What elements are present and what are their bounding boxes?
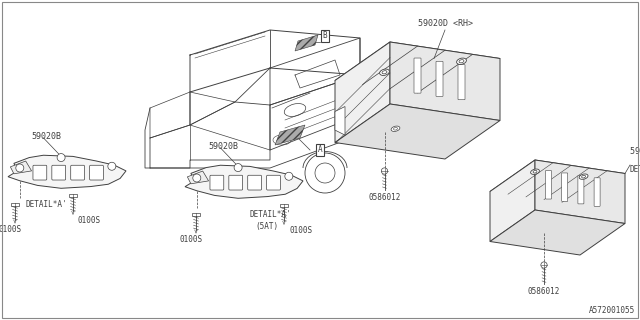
Text: 59020B: 59020B (31, 132, 61, 140)
Ellipse shape (533, 170, 537, 173)
FancyBboxPatch shape (267, 175, 280, 190)
Ellipse shape (391, 126, 400, 132)
FancyBboxPatch shape (436, 61, 443, 96)
FancyBboxPatch shape (248, 175, 262, 190)
Polygon shape (335, 42, 390, 142)
Polygon shape (295, 35, 318, 51)
Polygon shape (390, 42, 500, 121)
FancyBboxPatch shape (90, 165, 104, 180)
Bar (280, 204, 288, 207)
Ellipse shape (531, 169, 540, 174)
Circle shape (16, 164, 24, 172)
Text: 0100S: 0100S (179, 235, 203, 244)
Polygon shape (490, 160, 535, 242)
FancyBboxPatch shape (229, 175, 243, 190)
Polygon shape (185, 165, 303, 198)
Text: 0586012: 0586012 (528, 287, 560, 296)
Polygon shape (188, 171, 209, 184)
Text: DETAIL*A': DETAIL*A' (250, 210, 292, 219)
Ellipse shape (284, 104, 306, 116)
Polygon shape (10, 161, 31, 174)
Circle shape (234, 164, 242, 172)
FancyBboxPatch shape (545, 171, 552, 199)
Ellipse shape (382, 71, 387, 74)
Text: DETAIL*B': DETAIL*B' (630, 165, 640, 174)
Text: 0586012: 0586012 (368, 193, 401, 202)
Circle shape (285, 172, 293, 180)
Bar (11, 203, 19, 206)
Polygon shape (8, 155, 126, 188)
Circle shape (315, 163, 335, 183)
FancyBboxPatch shape (414, 58, 421, 93)
Circle shape (193, 174, 201, 182)
Text: 59020E <LH>: 59020E <LH> (630, 148, 640, 156)
Ellipse shape (380, 69, 389, 76)
Bar (192, 213, 200, 216)
Polygon shape (335, 107, 345, 135)
Text: 59020D <RH>: 59020D <RH> (417, 20, 472, 28)
Circle shape (541, 262, 547, 268)
FancyBboxPatch shape (210, 175, 224, 190)
Ellipse shape (394, 127, 397, 130)
Polygon shape (335, 104, 500, 159)
FancyBboxPatch shape (33, 165, 47, 180)
Ellipse shape (582, 175, 586, 178)
Ellipse shape (456, 58, 467, 64)
FancyBboxPatch shape (562, 173, 568, 202)
Text: (5AT): (5AT) (256, 221, 279, 230)
FancyBboxPatch shape (578, 175, 584, 204)
Text: DETAIL*A': DETAIL*A' (26, 200, 67, 209)
Text: A: A (317, 146, 323, 155)
Text: A572001055: A572001055 (589, 306, 635, 315)
Text: 0100S: 0100S (0, 225, 22, 234)
Text: 0100S: 0100S (78, 216, 101, 225)
Polygon shape (490, 210, 625, 255)
Polygon shape (535, 160, 625, 223)
Circle shape (305, 153, 345, 193)
FancyBboxPatch shape (70, 165, 84, 180)
Ellipse shape (459, 60, 464, 63)
Circle shape (57, 154, 65, 162)
Polygon shape (275, 125, 305, 145)
Polygon shape (490, 160, 625, 205)
FancyBboxPatch shape (594, 178, 600, 206)
Text: 0100S: 0100S (289, 226, 312, 235)
Text: 59020B: 59020B (209, 141, 239, 151)
Polygon shape (335, 42, 500, 97)
FancyBboxPatch shape (458, 65, 465, 100)
Circle shape (108, 162, 116, 170)
Ellipse shape (579, 174, 588, 179)
Circle shape (381, 168, 388, 174)
Bar (69, 194, 77, 197)
FancyBboxPatch shape (52, 165, 66, 180)
Text: B: B (323, 31, 327, 41)
